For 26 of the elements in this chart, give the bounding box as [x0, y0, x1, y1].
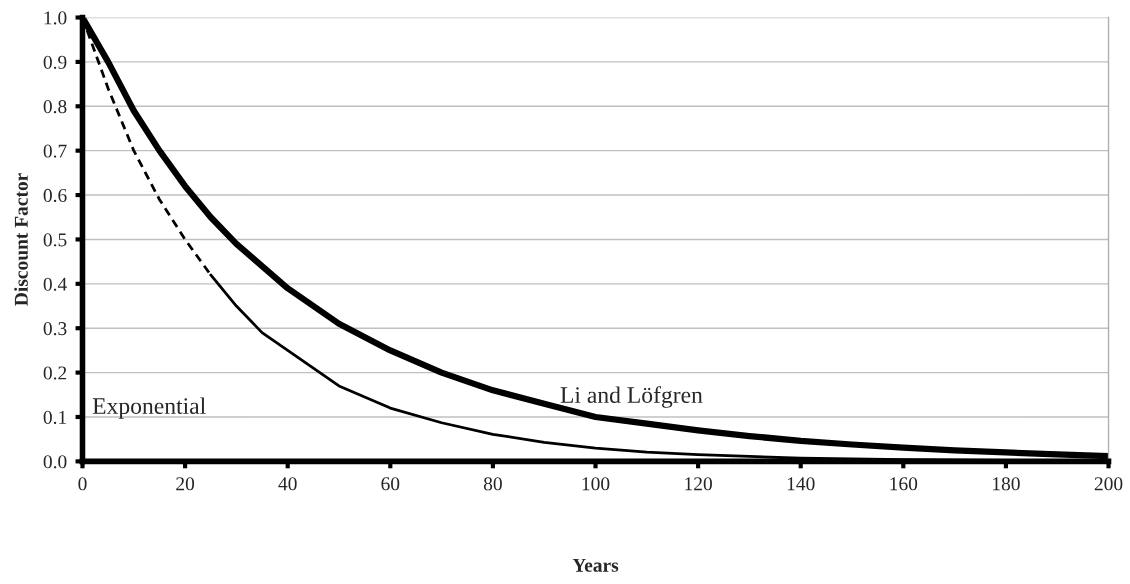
x-tick-label: 80 [483, 477, 502, 491]
y-tick-label: 0.7 [43, 144, 67, 158]
annotation: Li and Löfgren [560, 386, 703, 408]
y-tick-label: 0.8 [43, 100, 67, 114]
x-tick-label: 200 [1094, 477, 1123, 491]
y-tick-label: 0.9 [43, 55, 67, 69]
y-tick-label: 0.6 [43, 188, 67, 203]
x-tick-label: 0 [78, 477, 87, 491]
x-tick-label: 20 [176, 477, 195, 491]
x-tick-label: 160 [890, 477, 918, 491]
x-tick-label: 180 [993, 477, 1020, 491]
y-tick-label: 0.2 [43, 366, 67, 380]
y-tick-label: 1.0 [44, 11, 67, 25]
x-tick-label: 40 [278, 477, 297, 491]
x-tick-label: 120 [685, 477, 712, 491]
y-tick-label: 0.4 [43, 277, 67, 291]
x-tick-label: 60 [381, 477, 400, 491]
x-tick-label: 140 [787, 477, 815, 491]
x-axis-title: Years [572, 558, 619, 572]
y-tick-label: 0.1 [43, 410, 67, 424]
y-tick-label: 0.0 [43, 455, 67, 469]
annotation: Exponential [92, 397, 206, 419]
x-tick-label: 100 [582, 477, 610, 491]
y-tick-label: 0.5 [43, 233, 67, 247]
y-axis-title: Discount Factor [14, 173, 28, 306]
y-tick-label: 0.3 [43, 322, 67, 336]
